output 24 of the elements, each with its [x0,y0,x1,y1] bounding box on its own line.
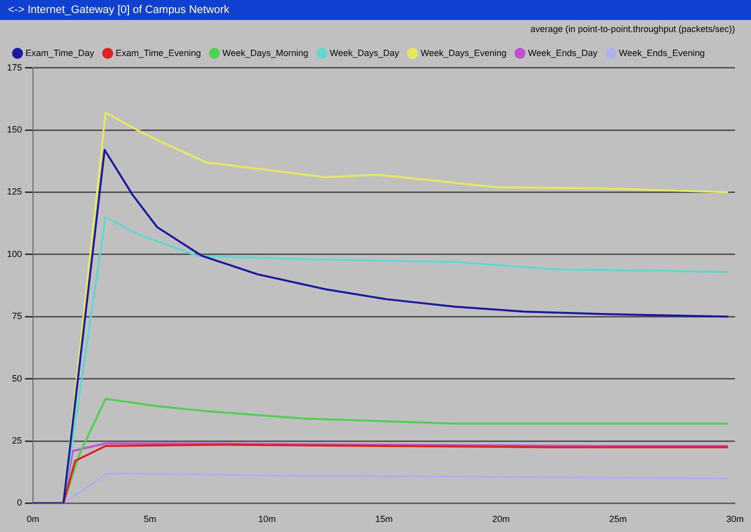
y-tick-label: 125 [6,186,22,197]
x-tick-label: 10m [258,514,276,524]
legend-label: Exam_Time_Evening [116,48,201,58]
y-tick-label: 0 [17,498,22,508]
legend-label: Exam_Time_Day [26,48,95,58]
y-tick-label: 175 [6,62,22,72]
legend-label: Week_Ends_Evening [618,48,705,58]
x-tick-label: 25m [609,514,627,524]
x-tick-label: 5m [144,514,156,524]
x-tick-label: 30m [726,514,744,524]
chart-title: <-> Internet_Gateway [0] of Campus Network [0,0,751,20]
y-tick-label: 75 [12,311,22,322]
legend-label: Week_Days_Morning [222,48,308,58]
y-tick-label: 25 [12,435,22,446]
x-tick-label: 20m [492,514,510,524]
x-tick-label: 0m [26,514,40,524]
y-tick-label: 100 [6,248,22,259]
y-tick-label: 50 [12,373,22,384]
legend-label: Week_Days_Evening [420,48,507,58]
x-tick-label: 15m [375,514,393,524]
chart-subtitle: average (in point-to-point.throughput (packets/sec)) [530,24,736,34]
y-tick-label: 150 [6,124,22,134]
legend-label: Week_Days_Day [330,48,400,58]
legend-label: Week_Ends_Day [528,48,598,58]
